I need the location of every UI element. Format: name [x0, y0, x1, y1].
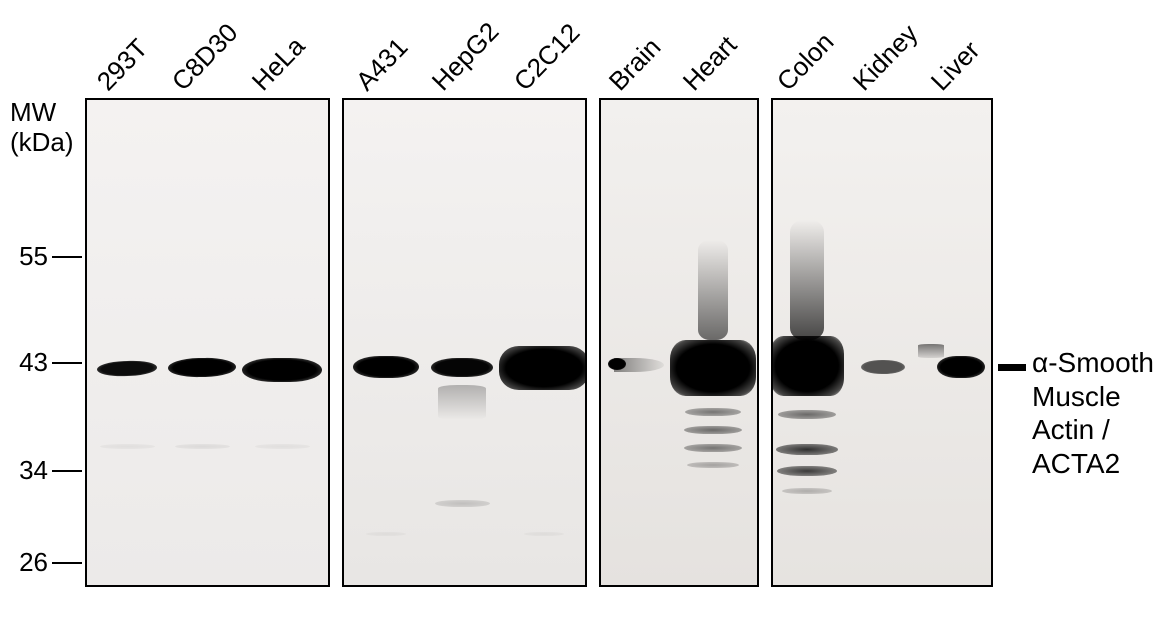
lane-label: Colon: [771, 27, 840, 97]
lane-label: Brain: [603, 32, 667, 97]
band: [937, 356, 985, 378]
panel-2: [342, 98, 587, 587]
mw-tick-label: 43: [8, 347, 48, 378]
lane-label: Kidney: [847, 18, 925, 97]
panel-1: [85, 98, 330, 587]
lane-label: A431: [350, 32, 414, 97]
band: [353, 356, 419, 378]
lane-label: HepG2: [426, 16, 506, 97]
target-band-marker: [998, 364, 1026, 371]
target-label-line3: ACTA2: [1032, 448, 1120, 479]
target-label: α-Smooth Muscle Actin / ACTA2: [1032, 346, 1160, 480]
lane-label: Liver: [925, 35, 986, 97]
band: [670, 340, 756, 396]
lane-label: HeLa: [246, 31, 311, 97]
faint-band: [782, 488, 832, 494]
lane-label: 293T: [91, 33, 154, 97]
faint-band: [778, 410, 836, 419]
mw-tick-label: 34: [8, 455, 48, 486]
mw-tick-label: 26: [8, 547, 48, 578]
faint-band: [524, 532, 564, 536]
lane-label: C8D30: [166, 17, 245, 97]
panel-3: [599, 98, 759, 587]
panel-background: [87, 100, 328, 585]
mw-tick-mark: [52, 562, 82, 564]
figure-canvas: { "figure": { "width_px": 1160, "height_…: [0, 0, 1160, 637]
mw-tick-mark: [52, 470, 82, 472]
faint-band: [684, 444, 742, 452]
mw-tick-label: 55: [8, 241, 48, 272]
faint-band: [776, 444, 838, 455]
target-label-line2: Muscle Actin /: [1032, 381, 1121, 446]
mw-title-line2: (kDa): [10, 127, 74, 157]
smear: [698, 240, 728, 340]
faint-band: [366, 532, 406, 536]
faint-band: [175, 444, 230, 449]
lane-label: Heart: [677, 30, 743, 97]
faint-band: [684, 426, 742, 434]
mw-tick-mark: [52, 362, 82, 364]
band: [242, 358, 322, 382]
faint-band: [777, 466, 837, 476]
mw-tick-mark: [52, 256, 82, 258]
smear: [790, 220, 824, 340]
band: [861, 360, 905, 374]
target-label-line1: α-Smooth: [1032, 347, 1154, 378]
panel-background: [344, 100, 585, 585]
band: [771, 336, 844, 396]
smear: [438, 385, 486, 420]
faint-band: [685, 408, 741, 416]
mw-title-line1: MW: [10, 97, 56, 127]
band: [431, 358, 493, 377]
faint-band: [687, 462, 739, 468]
smear: [918, 344, 944, 358]
mw-axis-title: MW (kDa): [10, 98, 74, 158]
band: [499, 346, 587, 390]
faint-band: [435, 500, 490, 507]
faint-band: [100, 444, 155, 449]
panel-4: [771, 98, 993, 587]
lane-label: C2C12: [508, 17, 587, 97]
faint-band: [255, 444, 310, 449]
